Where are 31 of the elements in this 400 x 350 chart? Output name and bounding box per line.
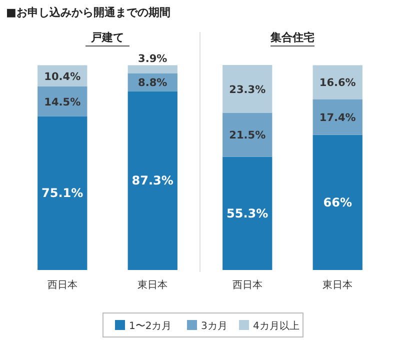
data-label: 55.3% — [226, 206, 268, 220]
bar — [222, 65, 272, 113]
chart-title: 集合住宅 — [270, 31, 314, 44]
data-label: 75.1% — [42, 186, 84, 200]
data-label: 8.8% — [138, 77, 168, 90]
x-tick-label: 西日本 — [47, 279, 78, 291]
bar — [128, 65, 178, 74]
bar — [312, 65, 362, 100]
bar — [312, 134, 362, 270]
bar — [38, 116, 88, 270]
data-label: 17.4% — [319, 112, 356, 124]
bar — [222, 112, 272, 157]
data-label: 87.3% — [132, 174, 174, 188]
bar — [222, 156, 272, 270]
data-label: 66% — [323, 195, 352, 210]
x-tick-label: 東日本 — [138, 279, 168, 291]
data-label: 23.3% — [229, 84, 266, 96]
data-label: 10.4% — [44, 70, 82, 83]
chart-title: 戸建て — [90, 31, 124, 44]
legend-label: 1〜2カ月 — [129, 321, 172, 332]
data-label: 16.6% — [319, 77, 356, 90]
x-tick-label: 東日本 — [322, 279, 353, 291]
data-label: 14.5% — [44, 96, 82, 108]
bar — [312, 99, 362, 135]
data-label: 3.9% — [138, 53, 168, 66]
bar — [128, 91, 178, 270]
legend-label: 3カ月 — [201, 321, 228, 332]
x-tick-label: 西日本 — [232, 279, 262, 291]
data-label: 21.5% — [229, 130, 266, 142]
legend-label: 4カ月以上 — [253, 320, 300, 332]
text: ■お申し込みから開通までの期間 — [6, 6, 170, 19]
